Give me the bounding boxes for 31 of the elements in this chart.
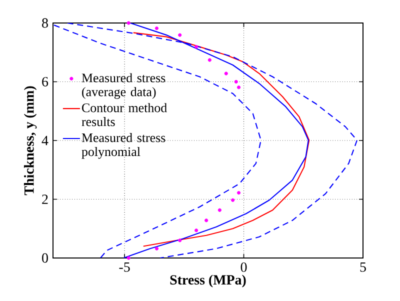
point: [178, 238, 182, 242]
point: [194, 228, 198, 232]
point: [234, 80, 238, 84]
point: [204, 218, 208, 222]
point: [178, 33, 182, 37]
y-tick-label: 2: [42, 194, 48, 204]
x-tick-label: 0: [240, 262, 247, 272]
point: [154, 246, 159, 250]
point: [126, 21, 130, 25]
y-tick-label: 6: [42, 77, 48, 86]
point: [236, 190, 241, 195]
point: [218, 208, 222, 212]
point: [208, 58, 212, 62]
y-axis-title: Thickness, y (mm): [24, 86, 37, 196]
point: [231, 198, 235, 202]
legend-label: Measured stress polynomial: [82, 133, 166, 159]
point: [126, 256, 130, 260]
line-series: [53, 24, 262, 258]
x-tick-label: -5: [119, 262, 130, 272]
point: [194, 45, 198, 49]
point: [154, 26, 159, 30]
line-series: [66, 23, 358, 258]
point: [224, 72, 228, 76]
y-tick-label: 0: [42, 253, 48, 263]
x-tick-label: 5: [360, 262, 366, 272]
legend-label: Contour method results: [82, 103, 167, 126]
y-tick-label: 8: [42, 18, 48, 28]
y-tick-label: 4: [42, 136, 48, 146]
x-axis-title: Stress (MPa): [170, 274, 246, 288]
legend-label: Measured stress (average data): [82, 73, 166, 99]
point: [236, 86, 241, 90]
